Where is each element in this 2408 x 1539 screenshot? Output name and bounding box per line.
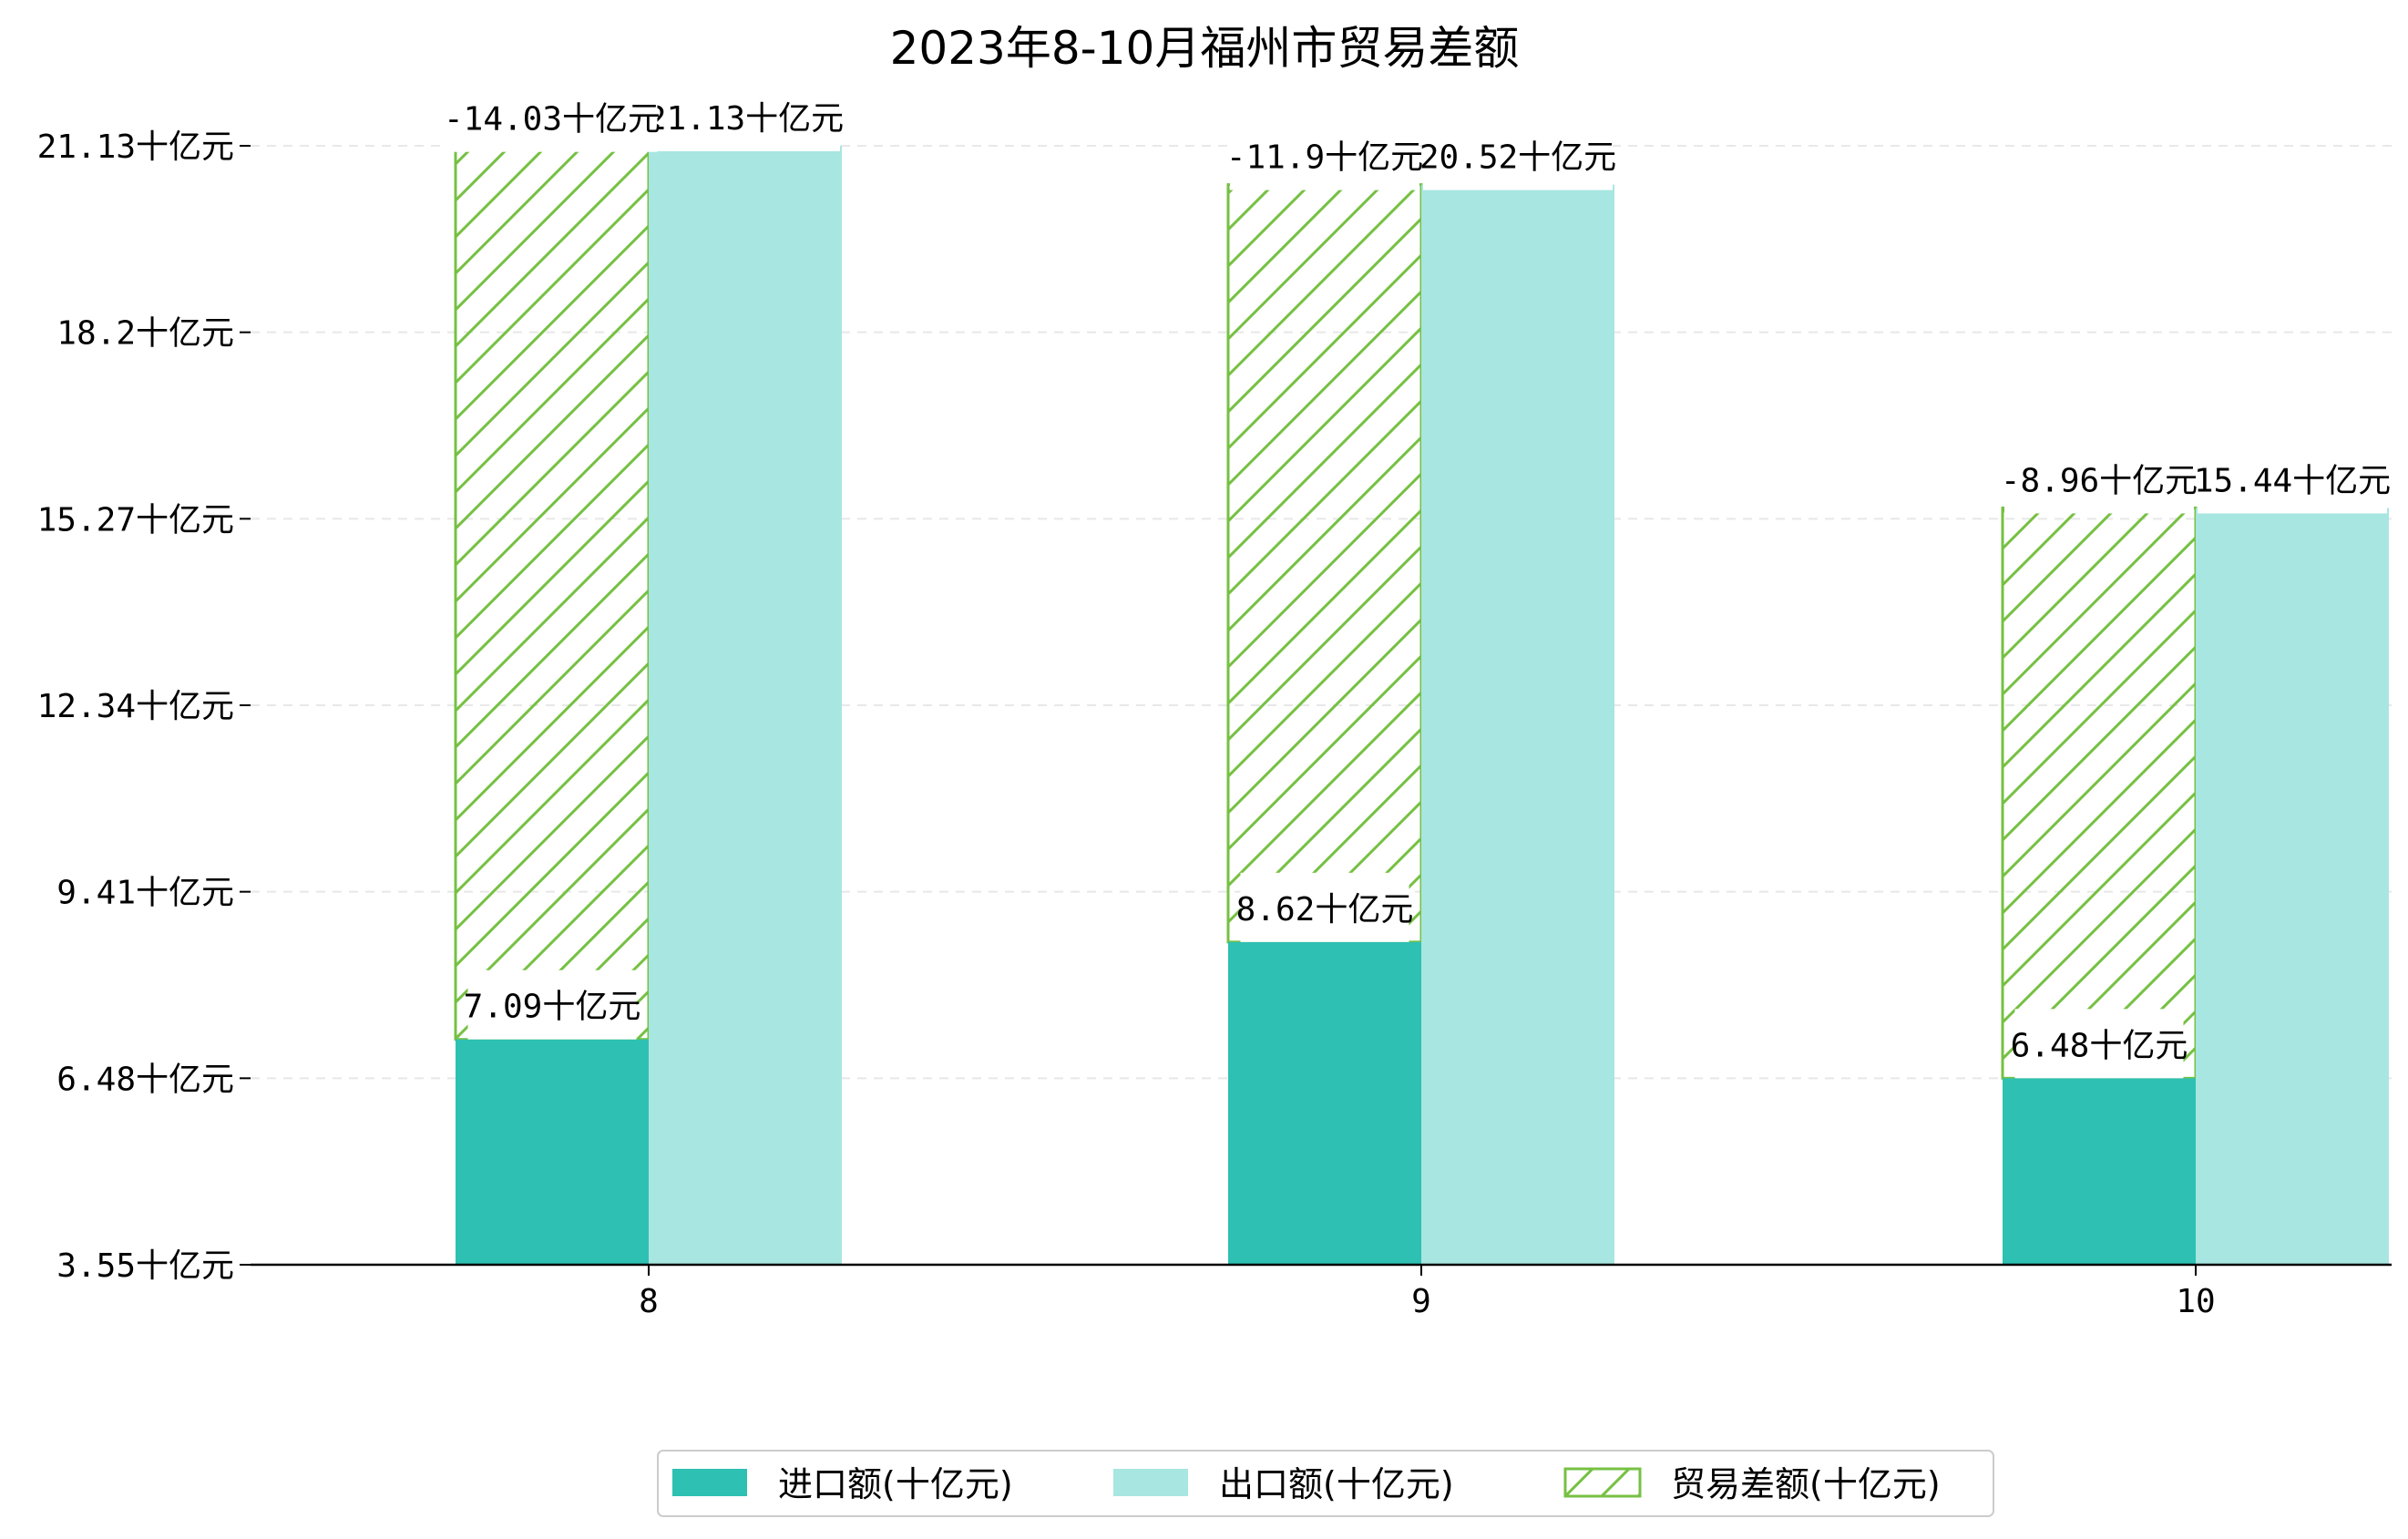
- label-balance: -14.03十亿元: [444, 101, 661, 139]
- label-import-bg: [467, 970, 637, 1040]
- label-import: 7.09十亿元: [464, 989, 641, 1026]
- label-import-bg: [1240, 872, 1409, 942]
- label-balance-bg: [1230, 120, 1419, 190]
- bar-import: [2003, 1078, 2196, 1265]
- label-import-bg: [2014, 1009, 2184, 1079]
- bar-export: [649, 146, 842, 1265]
- bar-balance: [2001, 506, 2198, 1080]
- label-export: 21.13十亿元: [647, 100, 844, 138]
- label-import: 8.62十亿元: [1236, 891, 1414, 929]
- y-tick-label: 15.27十亿元: [37, 501, 234, 539]
- y-tick-label: 18.2十亿元: [56, 315, 234, 353]
- chart-title: 2023年8-10月福州市贸易差额: [890, 22, 1520, 75]
- legend-export-swatch: [1113, 1469, 1188, 1496]
- label-export: 20.52十亿元: [1419, 139, 1616, 177]
- bars: [454, 145, 2389, 1266]
- bar-export: [1421, 184, 1614, 1266]
- data-labels: 21.13十亿元 7.09十亿元 -14.03十亿元 20.52十亿元 8.62十亿元 -…: [444, 82, 2391, 1079]
- legend-balance-label: 贸易差额(十亿元): [1671, 1464, 1941, 1504]
- label-export-bg: [2198, 444, 2387, 514]
- legend[interactable]: 进口额(十亿元) 出口额(十亿元) 贸易差额(十亿元): [657, 1450, 1994, 1517]
- bar-balance: [1226, 183, 1423, 944]
- label-balance: -11.9十亿元: [1226, 139, 1423, 177]
- label-balance-bg: [446, 82, 658, 152]
- y-tick-label: 6.48十亿元: [56, 1061, 234, 1098]
- label-balance: -8.96十亿元: [2001, 462, 2198, 499]
- legend-box: [657, 1450, 1994, 1517]
- x-tick-label: 10: [2176, 1283, 2215, 1320]
- bar-import: [1228, 941, 1421, 1265]
- y-tick-label: 12.34十亿元: [37, 688, 234, 725]
- label-export: 15.44十亿元: [2194, 462, 2391, 499]
- axes: 3.55十亿元 6.48十亿元 9.41十亿元 12.34十亿元 15.27十亿元 18.…: [37, 128, 2392, 1320]
- bar-import: [456, 1039, 649, 1265]
- x-tick-label: 8: [639, 1283, 659, 1320]
- label-export-bg: [651, 82, 840, 151]
- label-import: 6.48十亿元: [2011, 1027, 2188, 1064]
- legend-import-label: 进口额(十亿元): [778, 1464, 1013, 1504]
- bar-balance: [454, 145, 651, 1041]
- y-tick-label: 3.55十亿元: [56, 1247, 234, 1285]
- y-tick-label: 21.13十亿元: [37, 128, 234, 166]
- label-balance-bg: [2004, 444, 2194, 514]
- bar-export: [2196, 508, 2389, 1265]
- legend-balance-swatch: [1563, 1467, 1642, 1498]
- y-tick-label: 9.41十亿元: [56, 875, 234, 912]
- x-tick-label: 9: [1411, 1283, 1431, 1320]
- legend-export-label: 出口额(十亿元): [1219, 1464, 1454, 1504]
- label-export-bg: [1423, 120, 1613, 190]
- legend-import-swatch: [672, 1469, 747, 1496]
